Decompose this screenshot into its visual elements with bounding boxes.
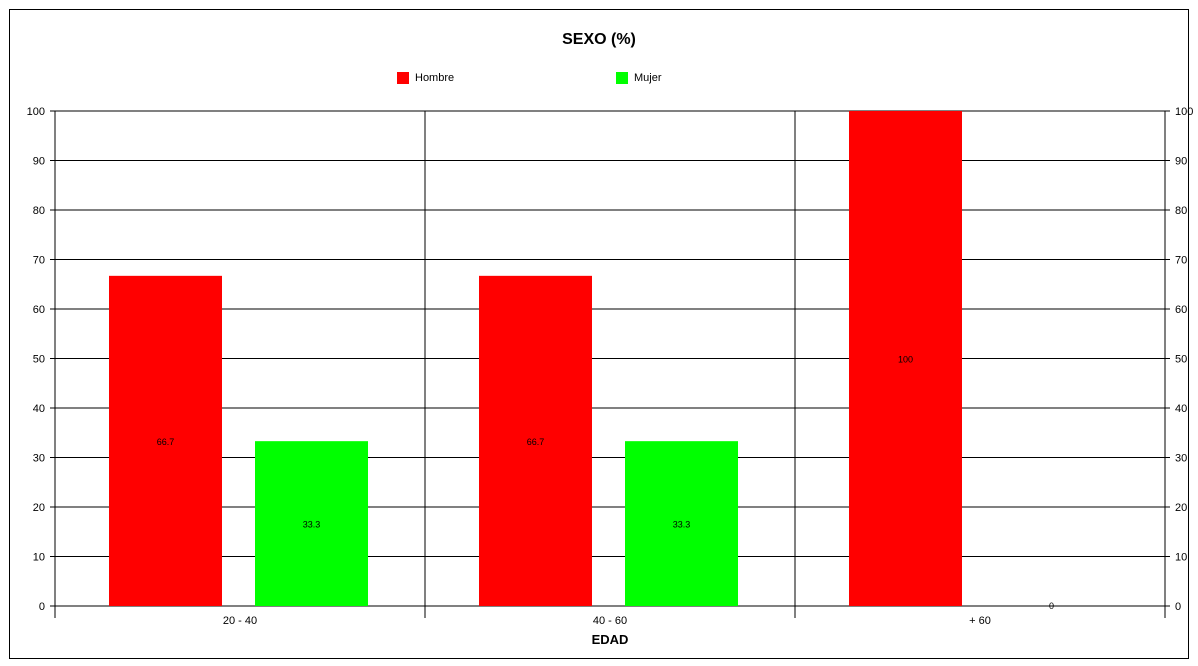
- y-tick-label-left: 50: [33, 354, 45, 366]
- bar-hombre: [849, 111, 962, 606]
- bar-mujer: [625, 441, 738, 606]
- y-tick-label-right: 20: [1175, 502, 1187, 514]
- y-tick-label-left: 10: [33, 552, 45, 564]
- y-tick-label-right: 50: [1175, 354, 1187, 366]
- y-tick-label-right: 70: [1175, 255, 1187, 267]
- y-tick-label-left: 20: [33, 502, 45, 514]
- bar-value-label: 0: [1049, 601, 1054, 611]
- y-tick-label-right: 10: [1175, 552, 1187, 564]
- legend-label-hombre: Hombre: [415, 72, 455, 84]
- bar-value-label: 66.7: [527, 437, 545, 447]
- bar-hombre: [109, 275, 222, 606]
- bar-hombre: [479, 275, 592, 606]
- y-tick-label-left: 90: [33, 156, 45, 168]
- bar-value-label: 33.3: [673, 520, 691, 530]
- x-tick-label: 40 - 60: [593, 615, 627, 627]
- legend-item-hombre: Hombre: [397, 72, 454, 84]
- y-tick-label-left: 100: [27, 106, 45, 118]
- y-tick-label-right: 60: [1175, 304, 1187, 316]
- x-tick-label: 20 - 40: [223, 615, 257, 627]
- chart-title: SEXO (%): [562, 31, 636, 48]
- y-tick-label-left: 70: [33, 255, 45, 267]
- y-tick-label-left: 80: [33, 205, 45, 217]
- bar-mujer: [255, 441, 368, 606]
- y-tick-label-left: 30: [33, 453, 45, 465]
- y-tick-label-left: 40: [33, 403, 45, 415]
- y-tick-label-right: 40: [1175, 403, 1187, 415]
- legend-swatch-hombre: [397, 72, 409, 84]
- y-tick-label-right: 90: [1175, 156, 1187, 168]
- y-tick-label-left: 0: [39, 601, 45, 613]
- y-tick-label-right: 80: [1175, 205, 1187, 217]
- y-tick-label-right: 0: [1175, 601, 1181, 613]
- chart-legend: Hombre Mujer: [0, 72, 1198, 88]
- y-tick-label-left: 60: [33, 304, 45, 316]
- bar-value-label: 66.7: [157, 437, 175, 447]
- legend-swatch-mujer: [616, 72, 628, 84]
- x-axis-title: EDAD: [592, 632, 629, 647]
- y-tick-label-right: 30: [1175, 453, 1187, 465]
- legend-label-mujer: Mujer: [634, 72, 662, 84]
- legend-item-mujer: Mujer: [616, 72, 662, 84]
- bar-value-label: 100: [898, 355, 913, 365]
- bar-value-label: 33.3: [303, 520, 321, 530]
- x-tick-label: + 60: [969, 615, 991, 627]
- y-tick-label-right: 100: [1175, 106, 1193, 118]
- chart-frame: [9, 9, 1189, 659]
